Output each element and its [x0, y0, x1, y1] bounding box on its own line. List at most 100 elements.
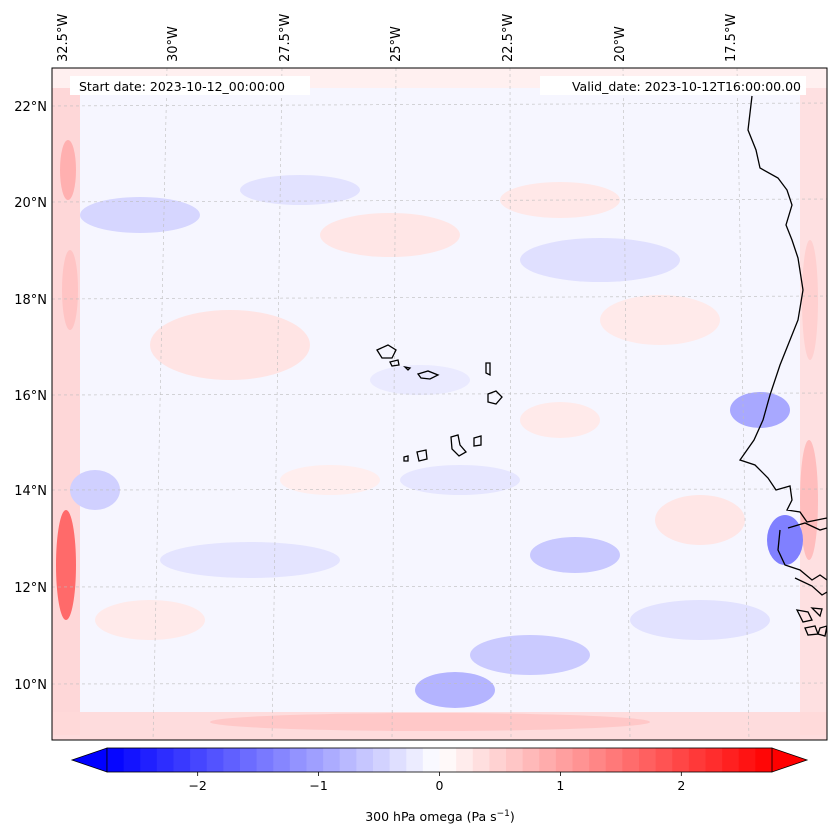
sao-nicolau-island	[416, 370, 440, 380]
colorbar-tick-label: 1	[556, 778, 564, 793]
colorbar-bin	[572, 748, 590, 772]
blue-patch	[630, 600, 770, 640]
red-patch	[280, 465, 380, 495]
red-boundary-2	[60, 140, 76, 200]
colorbar-label: 300 hPa omega (Pa s−1)	[365, 809, 515, 824]
colorbar-bin	[206, 748, 224, 772]
colorbar-bin	[489, 748, 507, 772]
blue-patch	[520, 238, 680, 282]
colorbar-bin	[622, 748, 640, 772]
colorbar-bin	[539, 748, 557, 772]
boundary-band-right	[800, 80, 827, 735]
colorbar-bin	[688, 748, 706, 772]
latitude-labels: 22°N 20°N 18°N 16°N 14°N 12°N 10°N	[14, 100, 47, 693]
red-boundary-3	[62, 250, 78, 330]
red-patch	[520, 402, 600, 438]
colorbar-bin	[223, 748, 241, 772]
longitude-labels: 32.5°W 30°W 27.5°W 25°W 22.5°W 20°W 17.5…	[56, 14, 739, 62]
brava-island	[403, 455, 409, 462]
colorbar-extend-right	[771, 747, 809, 773]
red-patch	[320, 213, 460, 257]
blue-patch	[415, 672, 495, 708]
santa-luzia-island	[403, 365, 412, 371]
red-patch	[600, 295, 720, 345]
lon-label: 30°W	[166, 26, 181, 62]
gambia-coast	[787, 522, 827, 531]
blue-patch	[160, 542, 340, 578]
blue-patch	[530, 537, 620, 573]
blue-patch	[470, 635, 590, 675]
colorbar-bin	[605, 748, 623, 772]
colorbar-bin	[672, 748, 690, 772]
colorbar-tick-label: −1	[309, 778, 327, 793]
maio-island	[473, 435, 482, 447]
colorbar-bin	[738, 748, 756, 772]
colorbar-tick-label: −2	[188, 778, 206, 793]
sao-vicente-island	[389, 359, 400, 367]
graticule	[52, 68, 827, 740]
colorbar-bin	[289, 748, 307, 772]
sal-island	[485, 362, 491, 377]
colorbar-bin	[522, 748, 540, 772]
colorbar-bin	[240, 748, 258, 772]
guinea-bissau-coast	[777, 529, 827, 581]
africa-coastline	[738, 95, 827, 523]
colorbar-bin	[123, 748, 141, 772]
colorbar: −2 −1 0 1 2 300 hPa omega (Pa s−1)	[70, 747, 809, 824]
colorbar-bins	[107, 748, 773, 772]
blue-patch	[730, 392, 790, 428]
colorbar-bin	[156, 748, 174, 772]
colorbar-tick-label: 0	[436, 778, 444, 793]
red-boundary-4	[800, 440, 818, 560]
red-boundary-5	[802, 240, 818, 360]
colorbar-bin	[589, 748, 607, 772]
colorbar-bin	[173, 748, 191, 772]
colorbar-bin	[422, 748, 440, 772]
red-patch	[95, 600, 205, 640]
red-patch	[150, 310, 310, 380]
start-date-label: Start date: 2023-10-12_00:00:00	[79, 79, 285, 94]
guinea-coast	[794, 577, 827, 596]
colorbar-bin	[339, 748, 357, 772]
red-patch	[500, 182, 620, 218]
lon-label: 27.5°W	[278, 14, 293, 62]
lon-label: 22.5°W	[501, 14, 516, 62]
lat-label: 14°N	[14, 484, 47, 499]
colorbar-bin	[456, 748, 474, 772]
red-boundary-6	[210, 713, 650, 731]
lon-label: 17.5°W	[724, 14, 739, 62]
santiago-island	[450, 434, 468, 457]
blue-patch	[400, 465, 520, 495]
blue-patch	[370, 365, 470, 395]
lon-label: 20°W	[613, 26, 628, 62]
colorbar-ticks: −2 −1 0 1 2	[188, 772, 685, 793]
valid-date-box	[540, 76, 806, 95]
bijagos-islands	[795, 607, 827, 637]
colorbar-bin	[639, 748, 657, 772]
colorbar-bin	[190, 748, 208, 772]
colorbar-bin	[273, 748, 291, 772]
colorbar-bin	[655, 748, 673, 772]
colorbar-bin	[306, 748, 324, 772]
colorbar-bin	[107, 748, 125, 772]
colorbar-bin	[373, 748, 391, 772]
colorbar-bin	[323, 748, 341, 772]
colorbar-bin	[755, 748, 773, 772]
fogo-island	[416, 449, 428, 462]
lat-label: 20°N	[14, 196, 47, 211]
boa-vista-island	[487, 390, 503, 405]
colorbar-bin	[406, 748, 424, 772]
lon-label: 32.5°W	[56, 14, 71, 62]
lon-label: 25°W	[389, 26, 404, 62]
colorbar-bin	[356, 748, 374, 772]
colorbar-bin	[722, 748, 740, 772]
santo-antao-island	[376, 344, 397, 359]
lat-label: 12°N	[14, 581, 47, 596]
colorbar-bin	[140, 748, 158, 772]
lat-label: 18°N	[14, 293, 47, 308]
lat-label: 10°N	[14, 678, 47, 693]
blue-patch	[240, 175, 360, 205]
coastlines	[376, 95, 827, 637]
colorbar-bin	[439, 748, 457, 772]
